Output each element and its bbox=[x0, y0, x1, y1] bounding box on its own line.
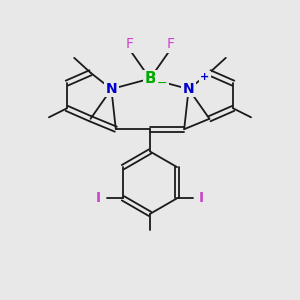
Text: I: I bbox=[199, 191, 204, 205]
Text: F: F bbox=[167, 38, 175, 52]
Text: N: N bbox=[183, 82, 194, 96]
Text: F: F bbox=[125, 38, 133, 52]
Text: B: B bbox=[144, 71, 156, 86]
Text: −: − bbox=[157, 76, 167, 90]
Text: +: + bbox=[200, 72, 210, 82]
Text: I: I bbox=[96, 191, 101, 205]
Text: N: N bbox=[106, 82, 117, 96]
